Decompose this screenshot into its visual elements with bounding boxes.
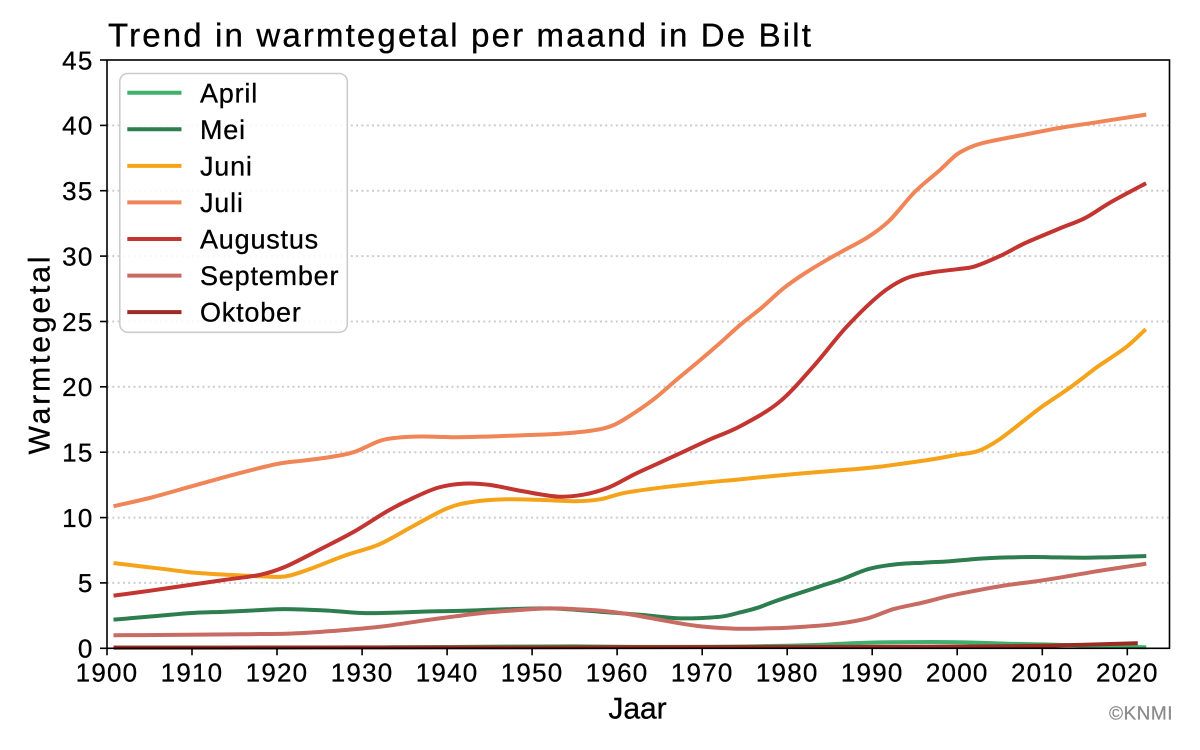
svg-text:April: April [200, 78, 258, 108]
svg-text:Trend in warmtegetal per maand: Trend in warmtegetal per maand in De Bil… [108, 16, 813, 53]
svg-text:2000: 2000 [926, 658, 989, 688]
svg-text:20: 20 [62, 372, 93, 402]
svg-text:2020: 2020 [1096, 658, 1159, 688]
svg-text:35: 35 [62, 176, 93, 206]
svg-text:September: September [200, 261, 339, 291]
svg-text:1910: 1910 [161, 658, 224, 688]
svg-text:10: 10 [62, 503, 93, 533]
svg-text:1960: 1960 [586, 658, 649, 688]
svg-text:1950: 1950 [501, 658, 564, 688]
svg-text:Jaar: Jaar [608, 692, 666, 725]
svg-text:5: 5 [78, 568, 94, 598]
svg-text:1970: 1970 [671, 658, 734, 688]
svg-text:Juli: Juli [200, 188, 244, 218]
svg-text:Juni: Juni [200, 152, 253, 182]
svg-text:Augustus: Augustus [200, 225, 319, 255]
svg-text:2010: 2010 [1011, 658, 1074, 688]
svg-text:15: 15 [62, 438, 93, 468]
svg-text:1990: 1990 [841, 658, 904, 688]
svg-text:1940: 1940 [416, 658, 479, 688]
svg-text:Oktober: Oktober [200, 298, 302, 328]
svg-text:Warmtegetal: Warmtegetal [24, 254, 57, 455]
svg-text:Mei: Mei [200, 115, 246, 145]
svg-text:45: 45 [62, 45, 93, 75]
svg-text:1930: 1930 [331, 658, 394, 688]
svg-text:1920: 1920 [246, 658, 309, 688]
svg-text:40: 40 [62, 111, 93, 141]
svg-text:25: 25 [62, 307, 93, 337]
svg-text:1980: 1980 [756, 658, 819, 688]
svg-text:©KNMI: ©KNMI [1109, 704, 1173, 725]
svg-text:30: 30 [62, 241, 93, 271]
svg-text:0: 0 [78, 634, 94, 664]
svg-text:1900: 1900 [76, 658, 139, 688]
